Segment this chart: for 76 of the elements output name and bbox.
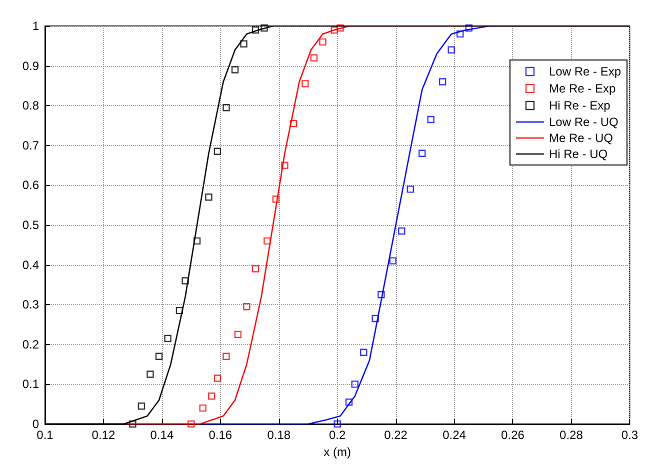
point (205, 194, 212, 201)
point (272, 196, 280, 203)
x-tick-label: 0.14 (150, 428, 174, 442)
point (310, 54, 318, 62)
point (448, 46, 455, 54)
point (319, 38, 326, 46)
point (252, 26, 260, 34)
point (176, 306, 184, 314)
point (378, 291, 385, 298)
y-tick-label: 0.8 (22, 98, 40, 113)
point (222, 104, 230, 112)
y-tick-label: 0.2 (22, 337, 40, 352)
x-tick-label: 0.16 (208, 428, 232, 442)
point (398, 227, 406, 235)
point (360, 348, 368, 356)
point (351, 380, 358, 388)
point (330, 26, 338, 34)
point (155, 352, 163, 360)
x-tick-label: 0.3 (621, 428, 638, 442)
x-tick-label: 0.2 (328, 428, 346, 442)
point (260, 24, 268, 32)
point (438, 78, 446, 86)
y-tick-label: 0 (32, 417, 40, 431)
point (208, 392, 216, 400)
y-tick-label: 0.7 (22, 138, 40, 152)
legend-label: Me Re - Exp (548, 82, 616, 96)
point (164, 334, 172, 342)
point (465, 24, 472, 32)
point (418, 150, 426, 157)
legend-label: Low Re - Exp (548, 64, 622, 78)
y-tick-label: 0.4 (22, 258, 40, 272)
legend-label: Hi Re - UQ (548, 147, 608, 161)
point (345, 398, 353, 406)
y-tick-label: 0.3 (22, 298, 40, 312)
x-tick-label: 0.18 (267, 428, 291, 442)
y-tick-label: 0.1 (22, 377, 40, 392)
x-tick-label: 0.22 (384, 428, 408, 442)
point (146, 370, 154, 378)
point (188, 420, 195, 428)
x-tick-label: 0.12 (92, 428, 116, 442)
legend-label: Hi Re - Exp (548, 98, 611, 112)
point (222, 352, 230, 360)
point (231, 66, 239, 74)
y-tick-label: 0.6 (22, 178, 40, 192)
y-tick-label: 0.5 (22, 218, 40, 232)
y-tick-label: 0.9 (22, 58, 40, 73)
point (234, 330, 242, 338)
point (456, 30, 464, 38)
point (182, 277, 189, 284)
point (302, 80, 309, 88)
point (214, 148, 222, 155)
point (138, 402, 146, 410)
point (389, 257, 396, 264)
y-tick-label: 1 (32, 19, 40, 33)
point (199, 404, 206, 412)
point (406, 186, 414, 193)
line-series (44, 25, 630, 425)
point (334, 420, 341, 428)
x-tick-label: 0.28 (560, 428, 584, 442)
point (427, 116, 434, 124)
point (264, 237, 271, 245)
point (252, 265, 260, 272)
point (243, 302, 250, 310)
x-axis-title: x (m) (324, 445, 351, 459)
point (214, 374, 222, 382)
point (336, 24, 344, 32)
legend-label: Low Re - UQ (548, 115, 618, 129)
point (240, 40, 248, 48)
point (290, 120, 298, 128)
point (372, 314, 379, 322)
legend-label: Me Re - UQ (548, 131, 613, 145)
point (281, 162, 288, 169)
x-tick-label: 0.24 (442, 428, 466, 442)
point (129, 420, 136, 428)
x-tick-label: 0.26 (501, 428, 525, 442)
point (193, 237, 201, 245)
